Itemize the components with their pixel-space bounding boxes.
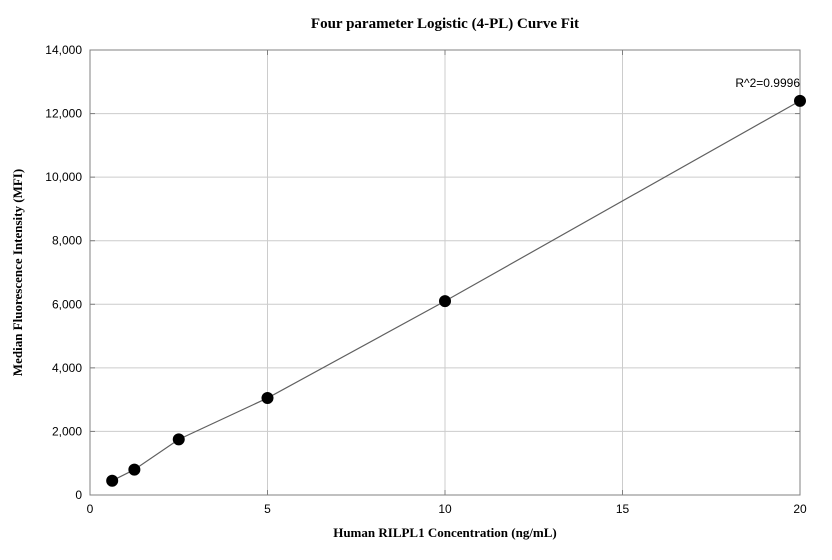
data-point (129, 464, 140, 475)
x-tick-label: 5 (264, 502, 271, 516)
x-tick-label: 10 (438, 502, 452, 516)
y-axis-label: Median Fluorescence Intensity (MFI) (10, 169, 25, 376)
y-tick-label: 12,000 (45, 107, 82, 121)
r-squared-annotation: R^2=0.9996 (735, 76, 800, 90)
y-tick-label: 0 (75, 488, 82, 502)
x-tick-label: 15 (616, 502, 630, 516)
y-tick-label: 2,000 (52, 424, 82, 438)
chart-title: Four parameter Logistic (4-PL) Curve Fit (311, 16, 579, 32)
x-tick-label: 0 (87, 502, 94, 516)
data-point (173, 434, 184, 445)
data-point (262, 393, 273, 404)
y-tick-label: 10,000 (45, 170, 82, 184)
data-point (107, 475, 118, 486)
chart-svg: 0 5 10 15 20 0 2,000 4,000 6,000 8,000 10,000 12,00… (0, 0, 832, 560)
data-point (795, 95, 806, 106)
x-axis-label: Human RILPL1 Concentration (ng/mL) (333, 525, 557, 540)
x-tick-label: 20 (793, 502, 807, 516)
data-point (440, 296, 451, 307)
y-tick-label: 6,000 (52, 297, 82, 311)
chart-background (0, 0, 832, 560)
y-tick-label: 14,000 (45, 43, 82, 57)
y-tick-label: 8,000 (52, 234, 82, 248)
y-tick-label: 4,000 (52, 361, 82, 375)
chart-container: 0 5 10 15 20 0 2,000 4,000 6,000 8,000 10,000 12,00… (0, 0, 832, 560)
